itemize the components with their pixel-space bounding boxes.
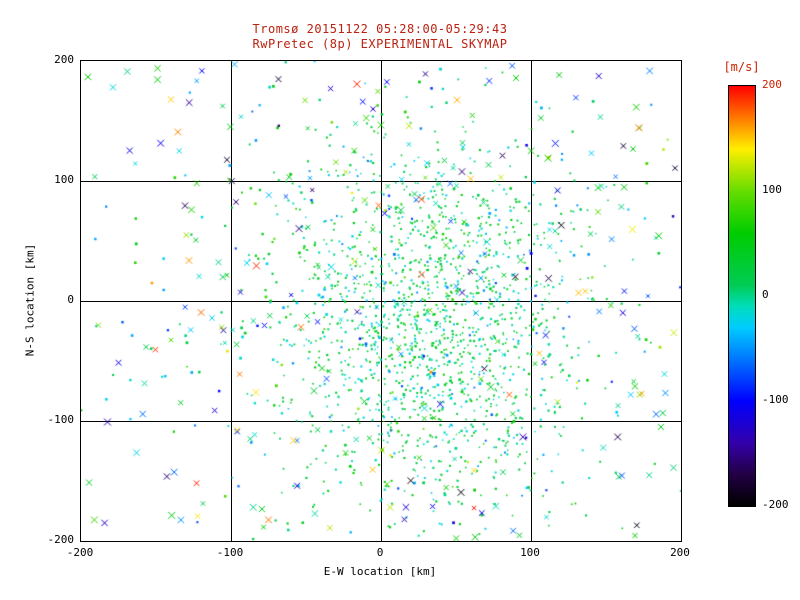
colorbar-tick-label: -200 xyxy=(762,498,789,511)
plot-title-line2: RwPretec (8p) EXPERIMENTAL SKYMAP xyxy=(252,37,508,51)
colorbar-tick-label: -100 xyxy=(762,393,789,406)
x-axis-label: E-W location [km] xyxy=(323,565,437,578)
y-axis-label: N-S location [km] xyxy=(23,243,37,357)
y-tick-label: 100 xyxy=(54,173,74,186)
scatter-canvas xyxy=(81,61,681,541)
plot-area xyxy=(80,60,682,542)
colorbar-units-label: [m/s] xyxy=(723,60,760,74)
y-tick-label: -100 xyxy=(47,413,75,426)
plot-title-line1: Tromsø 20151122 05:28:00-05:29:43 xyxy=(252,22,508,36)
colorbar-tick-label: 100 xyxy=(762,183,782,196)
x-tick-label: 0 xyxy=(376,546,384,559)
x-tick-label: 200 xyxy=(670,546,690,559)
x-tick-label: -200 xyxy=(66,546,94,559)
y-tick-label: 200 xyxy=(54,53,74,66)
colorbar-tick-label: 0 xyxy=(762,288,769,301)
y-tick-label: 0 xyxy=(67,293,74,306)
y-tick-label: -200 xyxy=(47,533,75,546)
x-tick-label: -100 xyxy=(216,546,244,559)
x-tick-label: 100 xyxy=(520,546,540,559)
colorbar-tick-label: 200 xyxy=(762,78,782,91)
colorbar xyxy=(728,85,756,507)
